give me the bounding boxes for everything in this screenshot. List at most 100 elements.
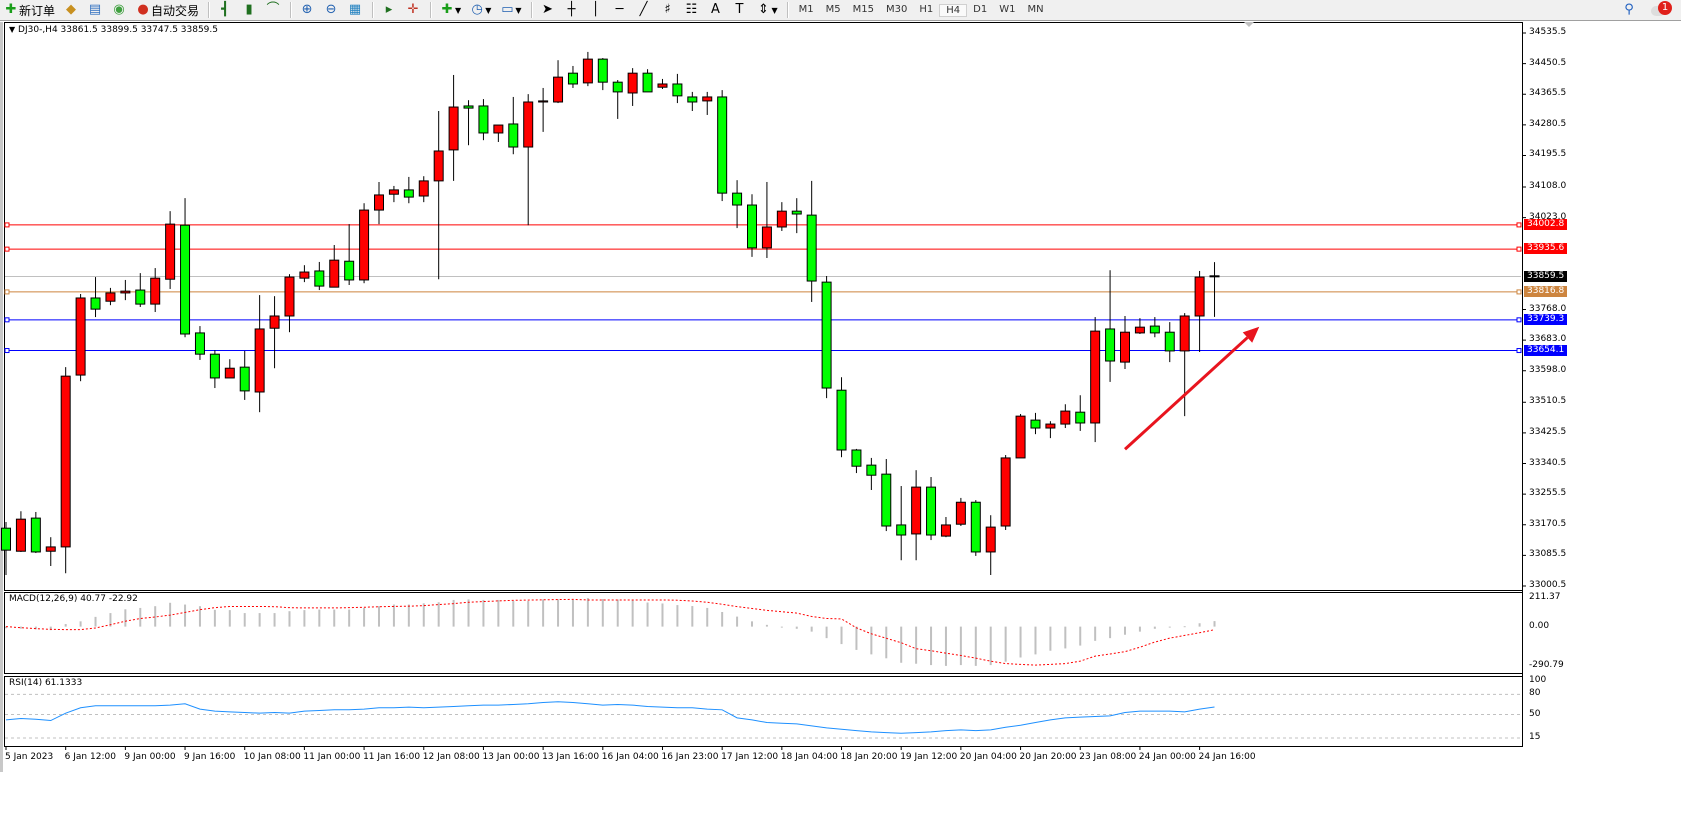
- timeframe-h1[interactable]: H1: [919, 3, 934, 15]
- fibonacci-button[interactable]: ♯: [657, 1, 679, 19]
- macd-histogram-bar: [124, 609, 127, 627]
- fibo-fan-button[interactable]: ☷: [681, 1, 703, 19]
- text-label-icon: T: [735, 2, 744, 17]
- timeframe-mn[interactable]: MN: [1027, 3, 1044, 15]
- candle: [284, 274, 295, 333]
- candle: [254, 295, 265, 413]
- tile-windows-button[interactable]: ▦: [344, 1, 366, 19]
- candle: [612, 80, 623, 119]
- zoom-in-icon: ⊕: [301, 2, 313, 17]
- candle: [120, 279, 131, 301]
- macd-histogram-bar: [944, 626, 947, 666]
- candle-body: [1000, 457, 1011, 527]
- crosshair-button[interactable]: ┼: [561, 1, 583, 19]
- macd-histogram-bar: [303, 610, 306, 627]
- vertical-line-button[interactable]: │: [585, 1, 607, 19]
- candle-body: [60, 375, 71, 548]
- candle: [836, 377, 847, 458]
- macd-signal-line: [5, 598, 1215, 666]
- candle-body: [732, 192, 743, 206]
- indicators-button[interactable]: ✚ ▼: [436, 1, 464, 19]
- macd-histogram-bar: [601, 598, 604, 627]
- candle-body: [1179, 315, 1190, 352]
- trendline-button[interactable]: ╱: [633, 1, 655, 19]
- candle-body: [224, 367, 235, 379]
- timeframe-bar: M1 M5 M15 M30 H1 H4 D1 W1 MN: [793, 3, 1050, 17]
- price-tick-label: 34365.5: [1529, 88, 1567, 99]
- window-edge: [0, 22, 3, 772]
- bar-chart-button[interactable]: ┫: [214, 1, 236, 19]
- toolbar-separator: [530, 2, 533, 18]
- level-handle: [1516, 222, 1522, 228]
- price-tick-label: 34280.5: [1529, 118, 1567, 129]
- zoom-out-button[interactable]: ⊖: [320, 1, 342, 19]
- timeframe-d1[interactable]: D1: [973, 3, 988, 15]
- candle-body: [75, 297, 86, 376]
- candle: [1090, 317, 1101, 443]
- periods-button[interactable]: ◷ ▼: [466, 1, 494, 19]
- macd-histogram-bar: [959, 626, 962, 666]
- navigator-button[interactable]: ▤: [84, 1, 106, 19]
- candle-body: [881, 473, 892, 527]
- macd-histogram-bar: [586, 598, 589, 627]
- candle-body: [1045, 423, 1056, 429]
- chart-menu-icon[interactable]: ▼: [9, 25, 16, 34]
- line-chart-button[interactable]: ⌒: [262, 1, 284, 19]
- zoom-in-button[interactable]: ⊕: [296, 1, 318, 19]
- cursor-button[interactable]: ➤: [537, 1, 559, 19]
- vertical-line-icon: │: [591, 2, 600, 17]
- macd-histogram-bar: [348, 609, 351, 627]
- macd-histogram-bar: [661, 603, 664, 627]
- candle-body: [1120, 331, 1130, 363]
- candle: [105, 287, 116, 306]
- timeframe-w1[interactable]: W1: [999, 3, 1016, 15]
- candle: [344, 224, 355, 286]
- rsi-panel[interactable]: [4, 676, 1523, 747]
- market-watch-button[interactable]: ◆: [60, 1, 82, 19]
- macd-histogram-bar: [1138, 626, 1141, 632]
- macd-histogram-bar: [527, 601, 530, 627]
- timeframe-h4[interactable]: H4: [939, 3, 968, 17]
- autoscroll-button[interactable]: ✛: [402, 1, 424, 19]
- new-order-icon: ✚: [5, 2, 17, 17]
- text-button[interactable]: A: [705, 1, 727, 19]
- main-chart-panel[interactable]: [4, 22, 1523, 591]
- auto-trading-button[interactable]: ● 自动交易: [132, 1, 202, 19]
- macd-panel[interactable]: [4, 592, 1523, 674]
- horizontal-line-button[interactable]: ─: [609, 1, 631, 19]
- candle-body: [284, 276, 295, 317]
- search-icon[interactable]: ⚲: [1624, 2, 1634, 17]
- timeframe-m5[interactable]: M5: [825, 3, 841, 15]
- templates-button[interactable]: ▭ ▼: [496, 1, 524, 19]
- candle: [896, 486, 907, 561]
- candlestick-button[interactable]: ▮: [238, 1, 260, 19]
- macd-label: MACD(12,26,9) 40.77 -22.92: [9, 594, 138, 604]
- rsi-tick-label: 100: [1529, 675, 1547, 685]
- text-label-button[interactable]: T: [729, 1, 751, 19]
- macd-histogram-bar: [1049, 626, 1052, 651]
- time-tick-label: 19 Jan 12:00: [900, 752, 958, 762]
- notifications-button[interactable]: 1: [1651, 1, 1673, 19]
- chart-shift-button[interactable]: ▸: [378, 1, 400, 19]
- candle-body: [388, 189, 399, 195]
- candle-body: [433, 150, 444, 182]
- time-tick-label: 13 Jan 16:00: [542, 752, 600, 762]
- macd-histogram-bar: [213, 609, 216, 627]
- timeframe-m15[interactable]: M15: [852, 3, 875, 15]
- macd-histogram-bar: [1153, 626, 1156, 629]
- new-order-button[interactable]: ✚ 新订单: [0, 1, 58, 19]
- candle: [911, 470, 922, 561]
- candle: [747, 194, 757, 257]
- signals-button[interactable]: ◉: [108, 1, 130, 19]
- level-handle: [4, 289, 10, 295]
- timeframe-m30[interactable]: M30: [886, 3, 908, 15]
- macd-histogram-bar: [318, 609, 321, 627]
- arrows-button[interactable]: ⇕ ▼: [753, 1, 781, 19]
- price-level-label: 33935.6: [1524, 243, 1567, 255]
- candle-body: [627, 72, 638, 94]
- timeframe-m1[interactable]: M1: [798, 3, 814, 15]
- macd-histogram-bar: [780, 626, 783, 628]
- candle-body: [1060, 410, 1071, 425]
- candle: [582, 51, 593, 87]
- macd-histogram-bar: [706, 607, 709, 627]
